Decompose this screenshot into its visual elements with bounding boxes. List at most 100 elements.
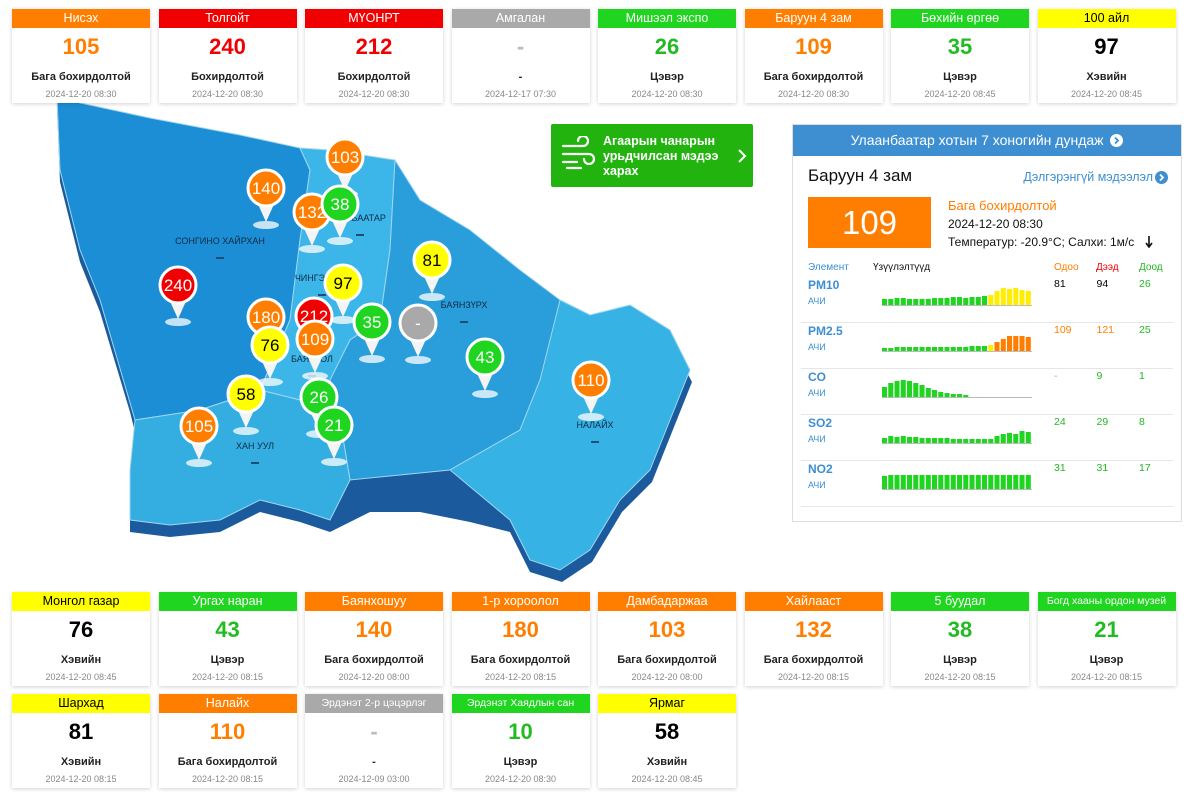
map-marker[interactable]: 76 bbox=[250, 325, 290, 386]
map-marker[interactable]: 103 bbox=[325, 137, 365, 198]
spark-bar bbox=[913, 383, 919, 397]
station-status: Цэвэр bbox=[503, 756, 538, 768]
element-name: PM10 bbox=[808, 278, 840, 292]
marker-value: 109 bbox=[301, 330, 329, 349]
station-card[interactable]: Монгол газар 76 Хэвийн 2024-12-20 08:45 bbox=[12, 592, 150, 686]
panel-header[interactable]: Улаанбаатар хотын 7 хоногийн дундаж bbox=[793, 125, 1181, 156]
map-marker[interactable]: 21 bbox=[314, 405, 354, 466]
map-marker[interactable]: - bbox=[398, 303, 438, 364]
marker-shadow bbox=[330, 316, 356, 324]
station-card[interactable]: 5 буудал 38 Цэвэр 2024-12-20 08:15 bbox=[891, 592, 1029, 686]
station-name: Налайх bbox=[158, 694, 297, 713]
spark-bar bbox=[1025, 475, 1031, 489]
map-marker[interactable]: 240 bbox=[158, 265, 198, 326]
district-label: ЧИНГЭЛТЭЙ bbox=[295, 272, 349, 283]
station-date: 2024-12-20 08:00 bbox=[338, 672, 410, 682]
station-card[interactable]: Богд хааны ордон музей 21 Цэвэр 2024-12-20 … bbox=[1037, 592, 1176, 686]
station-value: 43 bbox=[215, 617, 240, 642]
marker-value: 58 bbox=[237, 385, 256, 404]
station-card[interactable]: Ярмаг 58 Хэвийн 2024-12-20 08:45 bbox=[598, 694, 736, 788]
map-marker[interactable]: 105 bbox=[179, 406, 219, 467]
label-dash bbox=[591, 441, 599, 443]
pollutant-row: CO АЧИ - 9 1 bbox=[801, 368, 1173, 415]
map-marker[interactable]: 58 bbox=[226, 374, 266, 435]
station-card[interactable]: Ургах наран 43 Цэвэр 2024-12-20 08:15 bbox=[158, 592, 297, 686]
spark-bar bbox=[894, 347, 900, 351]
map-marker[interactable]: 35 bbox=[352, 302, 392, 363]
marker-value: 81 bbox=[423, 251, 442, 270]
marker-value: 180 bbox=[252, 308, 280, 327]
pollutant-row: SO2 АЧИ 24 29 8 bbox=[801, 414, 1173, 461]
spark-bar bbox=[1007, 289, 1013, 305]
spark-bar bbox=[969, 346, 975, 351]
station-status: Цэвэр bbox=[943, 71, 977, 83]
station-card[interactable]: Эрдэнэт Хаядлын сан 10 Цэвэр 2024-12-20 08:… bbox=[451, 694, 590, 788]
spark-bar bbox=[882, 348, 888, 351]
spark-bar bbox=[994, 342, 1000, 351]
station-date: 2024-12-20 08:15 bbox=[191, 774, 264, 784]
station-card[interactable]: Нисэх 105 Бага бохирдолтой 2024-12-20 08:30 bbox=[12, 9, 150, 103]
spark-bar bbox=[938, 438, 944, 443]
spark-bar bbox=[907, 347, 913, 351]
spark-bar bbox=[994, 436, 1000, 443]
spark-bar bbox=[938, 475, 944, 489]
spark-bar bbox=[1000, 434, 1006, 443]
station-card[interactable]: Амгалан - - 2024-12-17 07:30 bbox=[451, 9, 590, 103]
marker-value: - bbox=[415, 314, 421, 333]
spark-bar bbox=[994, 475, 1000, 489]
marker-circle bbox=[412, 240, 452, 280]
sparkline bbox=[882, 336, 1032, 352]
spark-bar bbox=[1007, 475, 1013, 489]
wind-icon bbox=[561, 136, 596, 170]
station-card[interactable]: МҮОНРТ 212 Бохирдолтой 2024-12-20 08:30 bbox=[305, 9, 443, 103]
spark-bar bbox=[894, 298, 900, 305]
station-date: 2024-12-20 08:15 bbox=[45, 774, 117, 784]
station-date: 2024-12-20 08:30 bbox=[777, 89, 850, 99]
pollutant-row: PM10 АЧИ 81 94 26 bbox=[801, 276, 1173, 323]
forecast-button[interactable]: Агаарын чанарын урьдчилсан мэдээ харах bbox=[551, 124, 753, 187]
map-marker[interactable]: 132 bbox=[292, 192, 332, 253]
station-card[interactable]: Баянхошуу 140 Бага бохирдолтой 2024-12-20 0… bbox=[305, 592, 443, 686]
station-card[interactable]: Мишээл экспо 26 Цэвэр 2024-12-20 08:30 bbox=[598, 9, 736, 103]
element-unit: АЧИ bbox=[808, 434, 826, 444]
spark-bar bbox=[969, 475, 975, 489]
spark-bar bbox=[919, 347, 925, 351]
station-card[interactable]: Хайлааст 132 Бага бохирдолтой 2024-12-20 08… bbox=[744, 592, 883, 686]
station-value: 105 bbox=[62, 34, 100, 59]
map-marker[interactable]: 140 bbox=[246, 168, 286, 229]
station-card[interactable]: Баруун 4 зам 109 Бага бохирдолтой 2024-12-2… bbox=[744, 9, 883, 103]
station-name: Баянхошуу bbox=[305, 592, 443, 611]
spark-bar bbox=[982, 346, 988, 351]
station-card[interactable]: Шархад 81 Хэвийн 2024-12-20 08:15 bbox=[12, 694, 150, 788]
district-label: НАЛАЙХ bbox=[576, 419, 613, 430]
spark-bar bbox=[950, 394, 956, 397]
station-card[interactable]: 1-р хороолол 180 Бага бохирдолтой 2024-12-2… bbox=[451, 592, 590, 686]
station-card[interactable]: Налайх 110 Бага бохирдолтой 2024-12-20 08:1… bbox=[158, 694, 297, 788]
station-date: 2024-12-20 08:30 bbox=[484, 774, 557, 784]
element-name: CO bbox=[808, 370, 826, 384]
station-value: 109 bbox=[795, 34, 832, 59]
pollutant-min: 1 bbox=[1139, 370, 1145, 382]
spark-bar bbox=[894, 437, 900, 443]
spark-bar bbox=[900, 436, 906, 443]
city-map: СОНГИНО ХАЙРХАН СҮХБААТАР ЧИНГЭЛТЭЙ БАЯНЗҮР… bbox=[56, 100, 692, 582]
marker-value: 105 bbox=[185, 417, 213, 436]
map-marker[interactable]: 110 bbox=[571, 360, 611, 421]
station-card[interactable]: Дамбадаржаа 103 Бага бохирдолтой 2024-12-20… bbox=[598, 592, 736, 686]
station-name: 5 буудал bbox=[891, 592, 1029, 611]
station-card[interactable]: Толгойт 240 Бохирдолтой 2024-12-20 08:30 bbox=[158, 9, 297, 103]
station-card[interactable]: 100 айл 97 Хэвийн 2024-12-20 08:45 bbox=[1037, 9, 1176, 103]
map-marker[interactable]: 81 bbox=[412, 240, 452, 301]
station-card[interactable]: Бөхийн өргөө 35 Цэвэр 2024-12-20 08:45 bbox=[891, 9, 1029, 103]
map-marker[interactable]: 38 bbox=[320, 184, 360, 245]
station-card[interactable]: Эрдэнэт 2-р цэцэрлэг - - 2024-12-09 03:00 bbox=[305, 694, 443, 788]
station-date: 2024-12-20 08:30 bbox=[338, 89, 410, 99]
spark-bar bbox=[963, 439, 969, 443]
details-link[interactable]: Дэлгэрэнгүй мэдээлэл bbox=[1023, 170, 1153, 184]
station-value: 21 bbox=[1094, 617, 1119, 642]
map-marker[interactable]: 43 bbox=[465, 337, 505, 398]
spark-bar bbox=[882, 476, 888, 489]
map-marker[interactable]: 97 bbox=[323, 263, 363, 324]
station-status: Бага бохирдолтой bbox=[324, 654, 424, 666]
map-marker[interactable]: 109 bbox=[295, 319, 335, 380]
